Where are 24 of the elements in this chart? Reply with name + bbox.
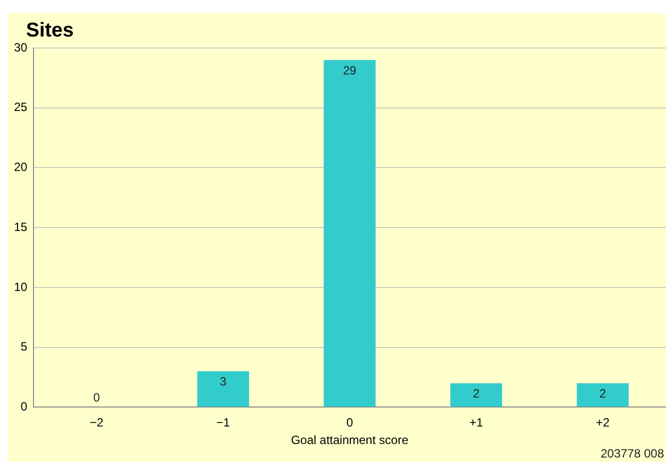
y-tick-label: 10 <box>14 280 28 294</box>
data-label: 0 <box>93 390 100 405</box>
y-tick-label: 30 <box>14 40 28 54</box>
y-axis-title: Sites <box>26 20 74 42</box>
data-label: 29 <box>342 63 357 78</box>
data-label: 2 <box>599 386 606 401</box>
bar <box>576 383 629 407</box>
y-tick-label: 5 <box>20 340 28 354</box>
y-tick-label: 0 <box>20 400 28 414</box>
data-label: 2 <box>472 386 480 401</box>
bar <box>324 60 376 407</box>
x-tick-label: 0 <box>346 416 354 430</box>
x-tick-label: −2 <box>90 416 104 430</box>
x-tick-label: +2 <box>596 416 610 430</box>
x-tick-label: +1 <box>469 416 484 430</box>
y-tick-label: 20 <box>14 160 28 174</box>
x-axis-title: Goal attainment score <box>290 433 409 448</box>
x-tick-label: −1 <box>216 416 230 430</box>
data-label: 3 <box>220 374 227 389</box>
y-tick-label: 25 <box>14 100 28 114</box>
text: 203778 008 <box>600 446 664 460</box>
bar <box>197 371 250 407</box>
y-tick-label: 15 <box>14 220 28 234</box>
bar <box>450 383 502 407</box>
